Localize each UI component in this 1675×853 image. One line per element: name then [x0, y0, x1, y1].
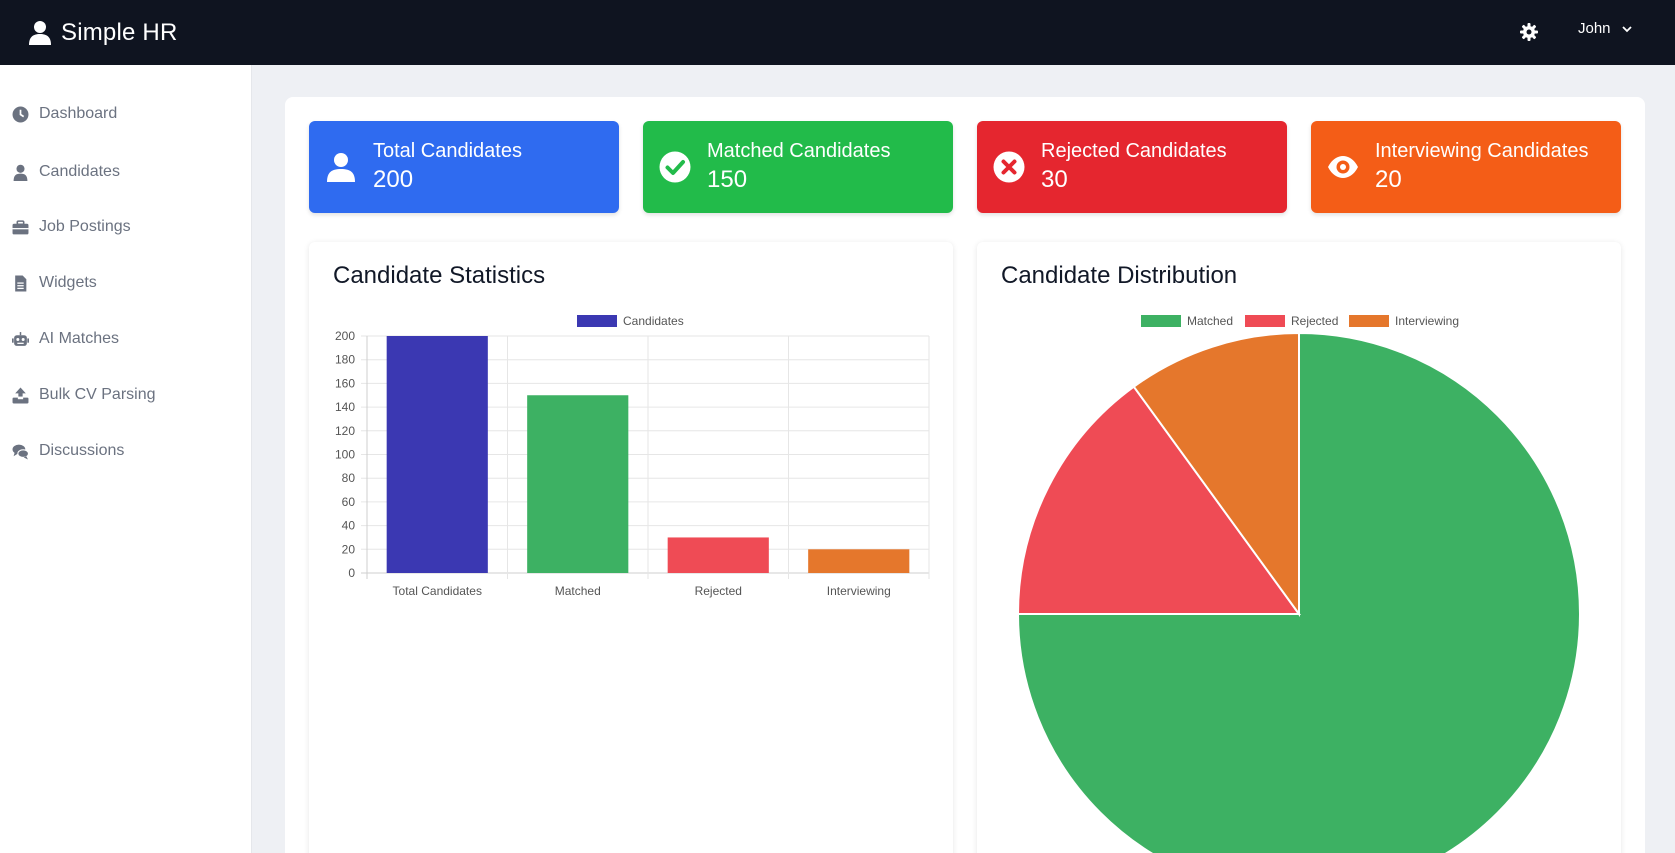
top-navbar: Simple HR John	[0, 0, 1675, 65]
candidate-distribution-pie-chart: Matched Rejected Interviewing	[1016, 314, 1581, 853]
pie-slice-rejected	[1016, 385, 1301, 615]
chevron-down-icon	[1621, 25, 1632, 32]
bar-total-candidates	[386, 336, 488, 573]
sidebar-item-bulk-cv-parsing[interactable]: Bulk CV Parsing	[12, 386, 156, 404]
pie-slice-matched	[1016, 331, 1581, 853]
y-tick-label: 0	[348, 566, 355, 580]
x-tick-label: Total Candidates	[393, 584, 482, 598]
card-title: Candidate Statistics	[333, 262, 546, 289]
pie-slice-interviewing	[1132, 331, 1300, 618]
stat-label: Rejected Candidates	[1041, 140, 1227, 162]
app-title: Simple HR	[61, 18, 178, 46]
candidate-statistics-card: Candidate Statistics Candidates 0 20 40 60 80…	[309, 242, 953, 853]
sidebar-item-widgets[interactable]: Widgets	[12, 274, 97, 292]
sidebar-item-discussions[interactable]: Discussions	[12, 442, 124, 460]
stat-value: 20	[1375, 166, 1402, 193]
legend-label-interviewing: Interviewing	[1395, 314, 1459, 328]
bar-matched	[527, 395, 629, 573]
legend-swatch-rejected	[1245, 315, 1285, 327]
y-tick-label: 100	[335, 448, 355, 462]
candidate-distribution-card: Candidate Distribution Matched Rejected In…	[977, 242, 1621, 853]
legend-label-matched: Matched	[1187, 314, 1233, 328]
clock-icon	[12, 106, 29, 122]
user-icon	[29, 20, 51, 45]
comments-icon	[12, 444, 29, 459]
check-circle-icon	[659, 151, 691, 183]
y-tick-label: 200	[335, 329, 355, 343]
x-tick-label: Matched	[555, 584, 601, 598]
robot-icon	[12, 331, 29, 346]
sidebar-item-label: Candidates	[39, 163, 120, 180]
stat-label: Total Candidates	[373, 140, 522, 162]
x-tick-label: Interviewing	[827, 584, 891, 598]
sidebar-item-label: AI Matches	[39, 330, 120, 347]
sidebar-item-candidates[interactable]: Candidates	[12, 163, 120, 181]
gear-icon[interactable]	[1518, 21, 1540, 43]
briefcase-icon	[12, 219, 29, 234]
user-icon	[327, 153, 355, 182]
sidebar-item-label: Discussions	[39, 442, 125, 459]
stat-value: 200	[373, 166, 414, 193]
y-tick-label: 180	[335, 353, 355, 367]
sidebar-item-label: Bulk CV Parsing	[39, 386, 156, 403]
stat-value: 30	[1041, 166, 1068, 193]
legend-label-candidates: Candidates	[623, 314, 684, 328]
file-icon	[15, 275, 27, 291]
sidebar-item-ai-matches[interactable]: AI Matches	[12, 330, 119, 348]
sidebar-item-label: Widgets	[39, 274, 97, 291]
candidate-statistics-bar-chart: Candidates 0 20 40 60 80 100 120 140 160 180 200 Tot…	[335, 314, 930, 598]
y-tick-label: 160	[335, 376, 355, 390]
stat-value: 150	[707, 166, 748, 193]
user-menu[interactable]: John	[1578, 20, 1633, 37]
stat-label: Interviewing Candidates	[1375, 140, 1589, 162]
eye-icon	[1328, 156, 1358, 178]
sidebar-item-label: Job Postings	[39, 218, 131, 235]
chart-legend: Matched Rejected Interviewing	[1141, 314, 1459, 328]
bar-interviewing	[808, 549, 910, 573]
user-name: John	[1578, 20, 1611, 37]
y-tick-label: 120	[335, 424, 355, 438]
stat-card-matched-candidates[interactable]: Matched Candidates 150	[643, 121, 953, 213]
y-tick-label: 60	[342, 495, 356, 509]
x-tick-label: Rejected	[695, 584, 742, 598]
card-title: Candidate Distribution	[1001, 262, 1238, 289]
legend-swatch-candidates	[577, 315, 617, 327]
legend-label-rejected: Rejected	[1291, 314, 1338, 328]
y-tick-label: 40	[342, 519, 356, 533]
brand[interactable]: Simple HR	[28, 19, 178, 47]
chart-legend: Candidates	[577, 314, 684, 328]
stat-card-total-candidates[interactable]: Total Candidates 200	[309, 121, 619, 213]
stat-card-interviewing-candidates[interactable]: Interviewing Candidates 20	[1311, 121, 1621, 213]
sidebar-item-label: Dashboard	[39, 105, 118, 122]
y-tick-label: 80	[342, 471, 356, 485]
y-tick-label: 20	[342, 542, 356, 556]
sidebar-item-dashboard[interactable]: Dashboard	[12, 105, 117, 123]
sidebar: Dashboard Candidates Job Postings Widget…	[0, 65, 252, 853]
user-icon	[13, 164, 28, 181]
upload-icon	[12, 387, 29, 403]
bar-rejected	[667, 537, 769, 573]
y-tick-label: 140	[335, 400, 355, 414]
legend-swatch-interviewing	[1349, 315, 1389, 327]
stat-label: Matched Candidates	[707, 140, 891, 162]
legend-swatch-matched	[1141, 315, 1181, 327]
stat-card-rejected-candidates[interactable]: Rejected Candidates 30	[977, 121, 1287, 213]
x-circle-icon	[993, 151, 1025, 183]
sidebar-item-job-postings[interactable]: Job Postings	[12, 218, 131, 236]
